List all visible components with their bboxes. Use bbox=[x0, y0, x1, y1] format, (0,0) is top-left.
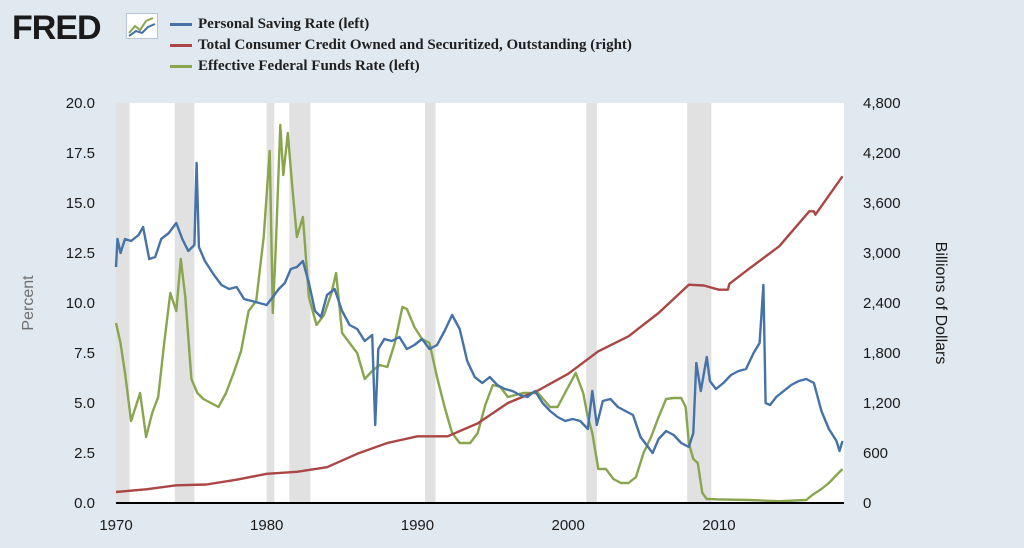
legend-swatch bbox=[170, 23, 192, 26]
recession-bands bbox=[116, 103, 712, 503]
y2-tick-label: 600 bbox=[863, 445, 888, 462]
y-tick-label: 10.0 bbox=[66, 295, 95, 312]
y2-tick-label: 4,200 bbox=[863, 145, 901, 162]
series-line-fed-funds-rate bbox=[114, 123, 844, 503]
chart-header: FRED Personal Saving Rate (left) Total C… bbox=[0, 0, 1024, 95]
y2-tick-label: 3,000 bbox=[863, 245, 901, 262]
y2-tick-label: 4,800 bbox=[863, 95, 901, 112]
chart-legend: Personal Saving Rate (left) Total Consum… bbox=[170, 14, 632, 77]
y-axis-ticks: 0.0 2.5 5.0 7.5 10.0 12.5 15.0 17.5 20.0 bbox=[66, 95, 95, 512]
y2-tick-label: 0 bbox=[863, 495, 871, 512]
legend-item-consumer-credit: Total Consumer Credit Owned and Securiti… bbox=[170, 35, 632, 56]
y-tick-label: 12.5 bbox=[66, 245, 95, 262]
x-tick-label: 1990 bbox=[401, 517, 434, 534]
fred-logo: FRED bbox=[12, 9, 102, 47]
y-tick-label: 0.0 bbox=[74, 495, 95, 512]
y2-tick-label: 1,200 bbox=[863, 395, 901, 412]
recession-band bbox=[586, 103, 597, 503]
y-axis-label: Percent bbox=[20, 275, 37, 331]
series-lines bbox=[114, 123, 844, 503]
x-tick-label: 1970 bbox=[99, 517, 132, 534]
x-axis-ticks: 1970 1980 1990 2000 2010 bbox=[99, 517, 735, 534]
legend-swatch bbox=[170, 44, 192, 47]
x-tick-label: 2000 bbox=[551, 517, 584, 534]
y2-tick-label: 1,800 bbox=[863, 345, 901, 362]
y2-axis-ticks: 0 600 1,200 1,800 2,400 3,000 3,600 4,200 4,800 bbox=[863, 95, 901, 512]
y2-tick-label: 2,400 bbox=[863, 295, 901, 312]
y-tick-label: 20.0 bbox=[66, 95, 95, 112]
y-tick-label: 5.0 bbox=[74, 395, 95, 412]
y-tick-label: 7.5 bbox=[74, 345, 95, 362]
legend-item-fed-funds-rate: Effective Federal Funds Rate (left) bbox=[170, 56, 632, 77]
series-line-personal-saving-rate bbox=[114, 161, 844, 455]
legend-swatch bbox=[170, 65, 192, 68]
legend-item-personal-saving-rate: Personal Saving Rate (left) bbox=[170, 14, 632, 35]
y2-tick-label: 3,600 bbox=[863, 195, 901, 212]
legend-label: Total Consumer Credit Owned and Securiti… bbox=[198, 37, 632, 53]
y-tick-label: 2.5 bbox=[74, 445, 95, 462]
legend-label: Effective Federal Funds Rate (left) bbox=[198, 58, 420, 74]
recession-band bbox=[289, 103, 311, 503]
y-tick-label: 17.5 bbox=[66, 145, 95, 162]
recession-band bbox=[424, 103, 436, 503]
y-tick-label: 15.0 bbox=[66, 195, 95, 212]
fred-line-graph-icon bbox=[126, 13, 158, 39]
recession-band bbox=[266, 103, 275, 503]
series-line-consumer-credit bbox=[115, 175, 844, 494]
plot-area bbox=[116, 103, 844, 503]
y2-axis-label: Billions of Dollars bbox=[932, 242, 949, 365]
legend-label: Personal Saving Rate (left) bbox=[198, 16, 370, 32]
x-tick-label: 2010 bbox=[702, 517, 735, 534]
recession-band bbox=[116, 103, 130, 503]
x-tick-label: 1980 bbox=[250, 517, 283, 534]
